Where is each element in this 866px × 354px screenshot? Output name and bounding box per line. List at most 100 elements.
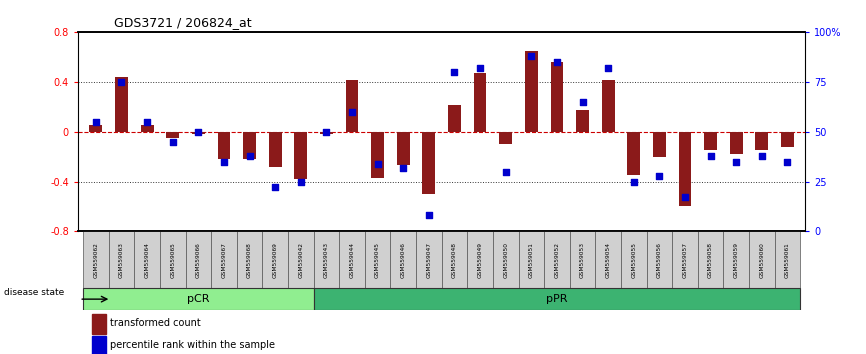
Text: GSM559047: GSM559047 [426,242,431,278]
Point [678,195,692,200]
FancyBboxPatch shape [365,232,391,288]
Text: GSM559053: GSM559053 [580,242,585,278]
FancyBboxPatch shape [313,288,800,310]
FancyBboxPatch shape [723,232,749,288]
Point [242,153,256,158]
Text: transformed count: transformed count [110,318,201,328]
FancyBboxPatch shape [211,232,236,288]
Bar [423,132,436,194]
Point [397,165,410,170]
Bar [781,132,794,147]
Text: GSM559043: GSM559043 [324,242,329,278]
Point [165,139,179,144]
FancyBboxPatch shape [698,232,723,288]
FancyBboxPatch shape [339,232,365,288]
FancyBboxPatch shape [544,232,570,288]
FancyBboxPatch shape [493,232,519,288]
FancyBboxPatch shape [236,232,262,288]
Text: GSM559067: GSM559067 [222,242,226,278]
Point [448,69,462,75]
Text: GDS3721 / 206824_at: GDS3721 / 206824_at [114,16,252,29]
Text: GSM559044: GSM559044 [350,242,354,278]
Point [114,79,128,85]
FancyBboxPatch shape [519,232,544,288]
Point [550,59,564,65]
Text: GSM559069: GSM559069 [273,242,278,278]
Point [422,213,436,218]
Bar [372,132,384,178]
FancyBboxPatch shape [108,232,134,288]
Point [294,179,307,184]
Bar [243,132,256,159]
FancyBboxPatch shape [185,232,211,288]
Bar [627,132,640,175]
Text: GSM559046: GSM559046 [401,242,406,278]
Point [525,53,539,59]
Point [345,109,359,114]
Text: GSM559063: GSM559063 [119,242,124,278]
Bar [576,110,589,132]
FancyBboxPatch shape [442,232,468,288]
FancyBboxPatch shape [262,232,288,288]
Text: GSM559060: GSM559060 [759,242,765,278]
Bar [474,73,487,132]
Bar [653,132,666,156]
Text: GSM559058: GSM559058 [708,242,713,278]
Text: GSM559057: GSM559057 [682,242,688,278]
Point [576,99,590,104]
Point [371,161,385,166]
Bar [397,132,410,165]
Bar [346,80,359,132]
FancyBboxPatch shape [416,232,442,288]
Bar [217,132,230,159]
Bar [89,125,102,132]
Text: GSM559066: GSM559066 [196,242,201,278]
Bar [320,132,333,134]
FancyBboxPatch shape [288,232,313,288]
FancyBboxPatch shape [672,232,698,288]
Point [89,119,103,125]
Bar [115,77,128,132]
Text: GSM559062: GSM559062 [94,242,99,278]
Text: GSM559059: GSM559059 [734,242,739,278]
Text: pPR: pPR [546,294,568,304]
Text: GSM559056: GSM559056 [657,242,662,278]
Bar [93,314,106,334]
Text: GSM559054: GSM559054 [605,242,611,278]
FancyBboxPatch shape [647,232,672,288]
Text: GSM559068: GSM559068 [247,242,252,278]
FancyBboxPatch shape [775,232,800,288]
Point [499,169,513,175]
Bar [525,51,538,132]
Point [704,153,718,158]
Point [217,159,231,164]
Text: percentile rank within the sample: percentile rank within the sample [110,340,275,350]
Text: GSM559048: GSM559048 [452,242,457,278]
Text: GSM559052: GSM559052 [554,242,559,278]
Point [729,159,743,164]
Bar [294,132,307,179]
Bar [93,336,106,354]
Text: GSM559051: GSM559051 [529,242,533,278]
Point [320,129,333,135]
FancyBboxPatch shape [749,232,775,288]
Bar [602,80,615,132]
FancyBboxPatch shape [134,232,160,288]
Bar [448,105,461,132]
FancyBboxPatch shape [468,232,493,288]
Text: GSM559064: GSM559064 [145,242,150,278]
Bar [704,132,717,150]
Bar [140,125,153,132]
Text: pCR: pCR [187,294,210,304]
Bar [268,132,281,166]
Point [755,153,769,158]
Bar [551,62,563,132]
Point [780,159,794,164]
FancyBboxPatch shape [160,232,185,288]
Bar [755,132,768,150]
Point [627,179,641,184]
Text: GSM559050: GSM559050 [503,242,508,278]
Point [140,119,154,125]
FancyBboxPatch shape [391,232,416,288]
FancyBboxPatch shape [83,232,108,288]
